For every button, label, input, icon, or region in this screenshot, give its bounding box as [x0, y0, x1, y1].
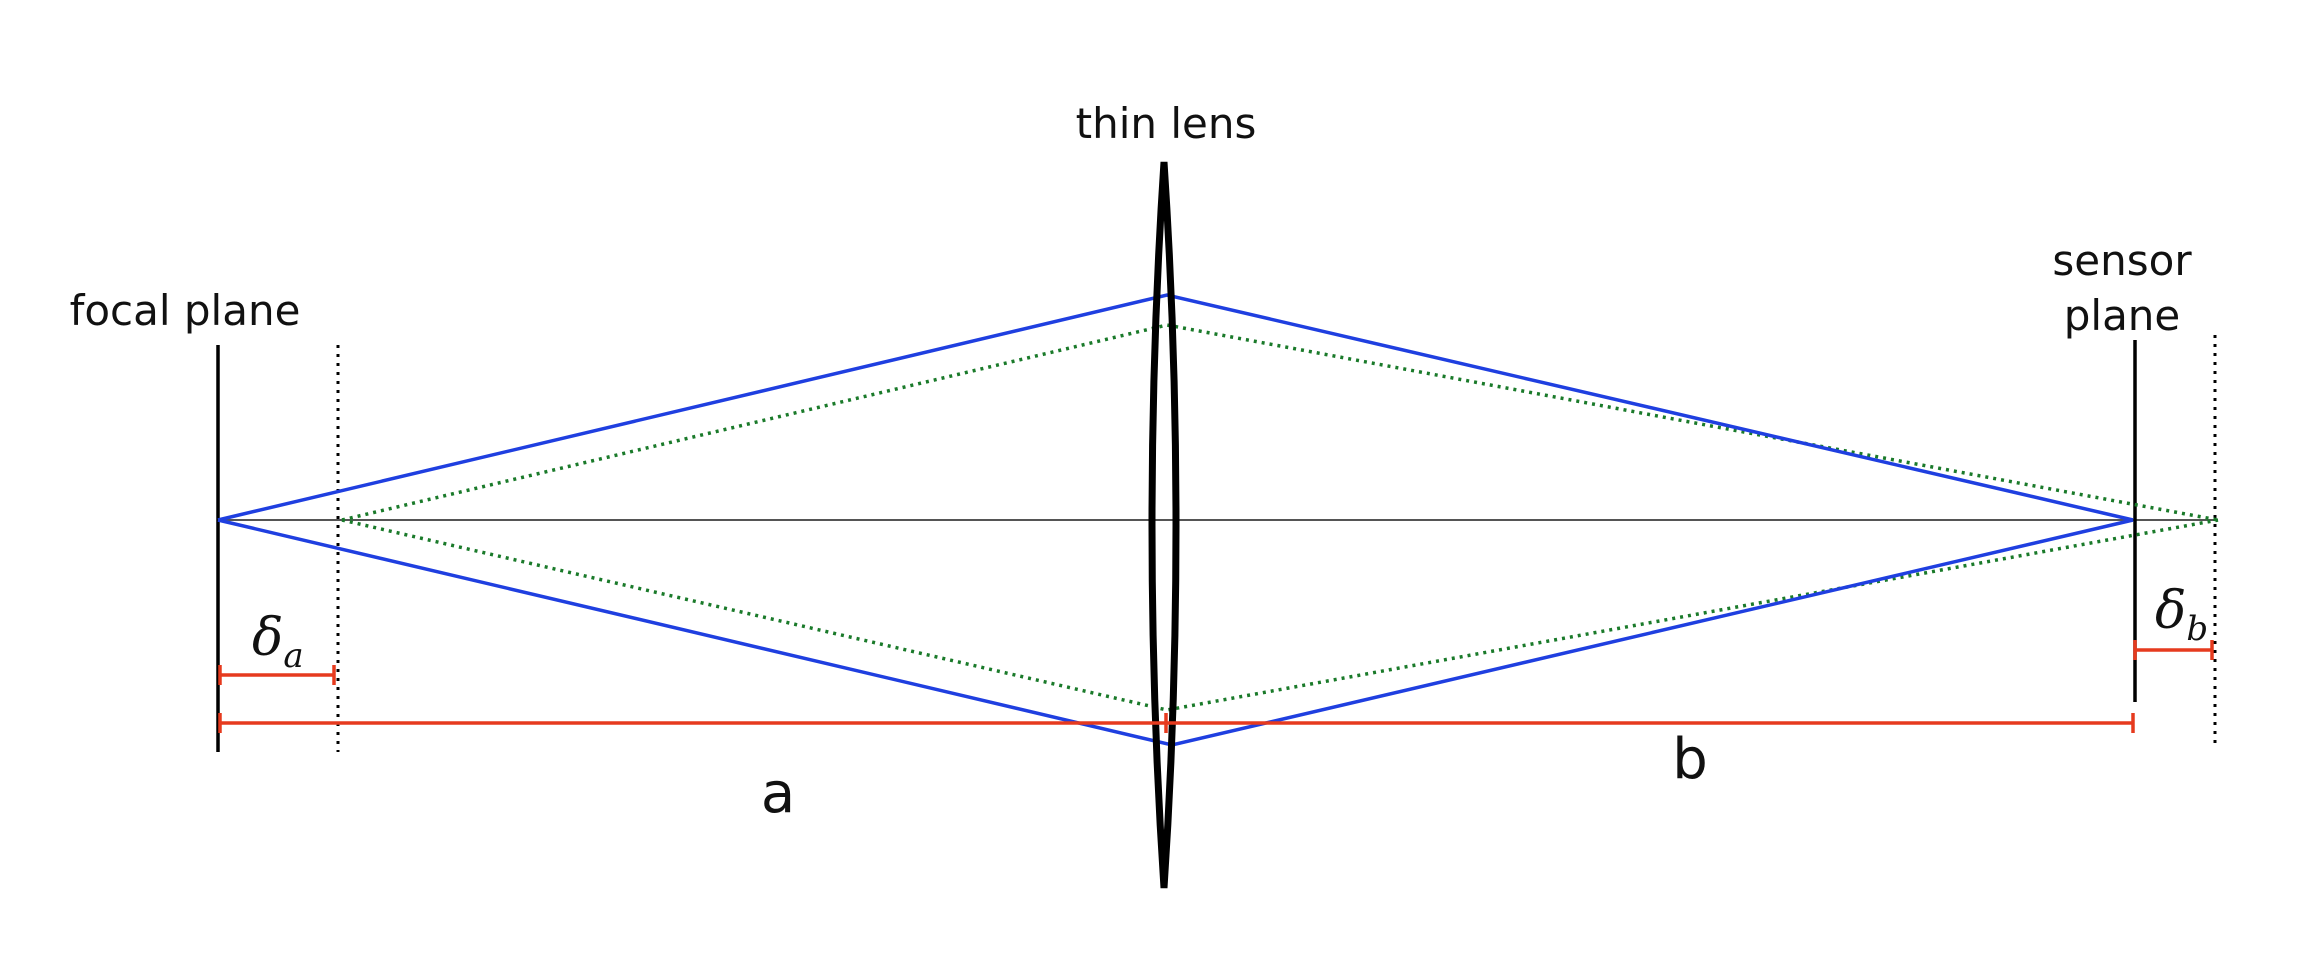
solid-ray-upper	[217, 293, 2134, 522]
dotted-ray-upper	[341, 323, 2219, 522]
focal-plane-label: focal plane	[70, 286, 301, 335]
sensor-plane-label-line1: sensor	[2052, 236, 2192, 285]
distance-b-label: b	[1672, 727, 1708, 792]
dotted-ray-lower	[341, 518, 2219, 712]
distance-a-label: a	[761, 761, 795, 826]
thin-lens-shape	[1148, 161, 1180, 889]
delta-b-label: δb	[2155, 581, 2208, 649]
measure-delta-a-bar	[218, 665, 336, 685]
measure-a-bar	[218, 713, 2135, 733]
thin-lens-label: thin lens	[1076, 99, 1257, 148]
delta-a-label: δa	[252, 608, 304, 676]
measure-delta-b-bar	[2133, 640, 2214, 660]
sensor-plane-label-line2: plane	[2064, 291, 2181, 340]
